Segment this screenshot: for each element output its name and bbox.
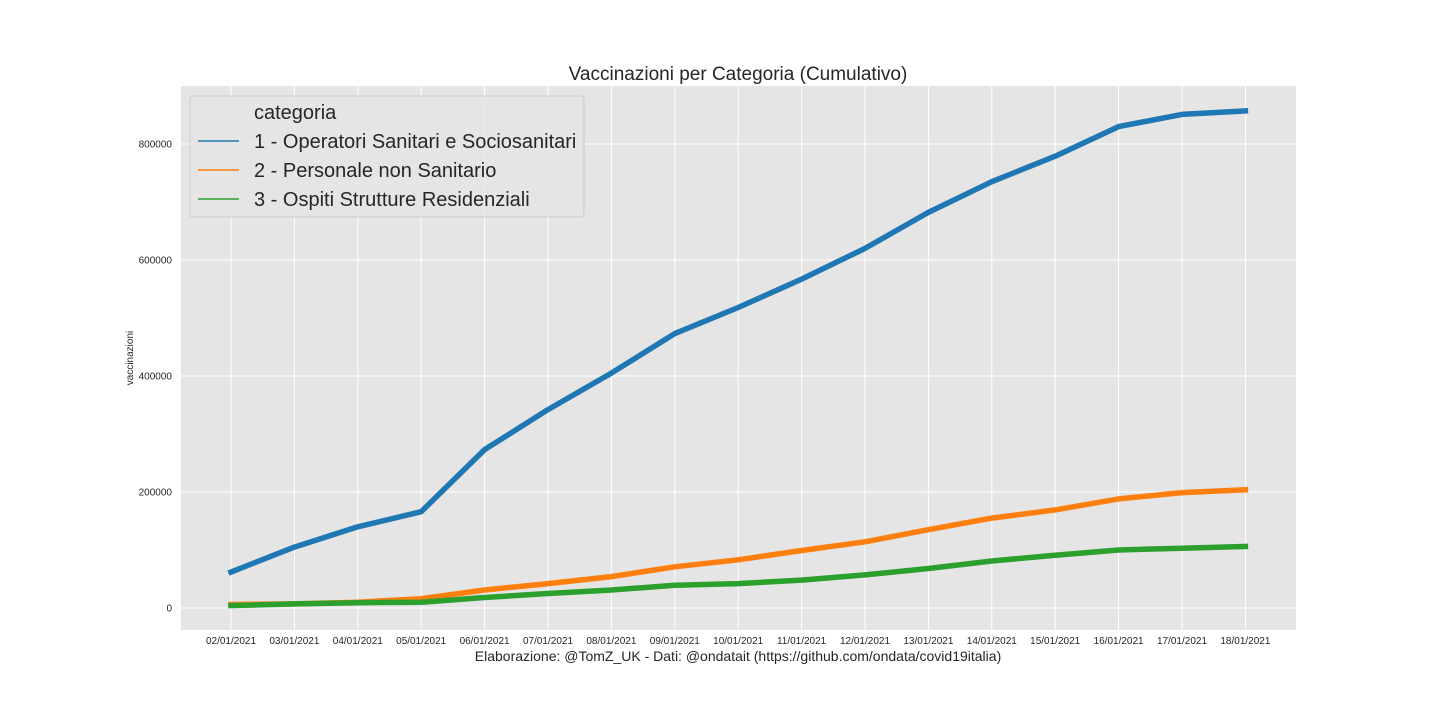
y-tick-label: 600000: [139, 255, 173, 266]
x-tick-label: 08/01/2021: [586, 636, 636, 647]
x-tick-label: 07/01/2021: [523, 636, 573, 647]
legend-title: categoria: [254, 102, 337, 124]
y-tick-label: 800000: [139, 139, 173, 150]
y-tick-labels: 0 200000 400000 600000 800000: [139, 139, 173, 614]
x-tick-label: 06/01/2021: [460, 636, 510, 647]
series-line-1: [227, 108, 1249, 576]
x-tick-label: 17/01/2021: [1157, 636, 1207, 647]
legend-box: [189, 95, 585, 218]
x-tick-label: 13/01/2021: [903, 636, 953, 647]
x-tick-label: 15/01/2021: [1030, 636, 1080, 647]
x-tick-label: 10/01/2021: [713, 636, 763, 647]
x-tick-label: 12/01/2021: [840, 636, 890, 647]
legend-label-1: 1 - Operatori Sanitari e Sociosanitari: [254, 131, 576, 153]
y-tick-label: 0: [166, 603, 172, 614]
x-tick-label: 03/01/2021: [269, 636, 319, 647]
x-tick-label: 14/01/2021: [967, 636, 1017, 647]
x-tick-label: 16/01/2021: [1094, 636, 1144, 647]
y-axis-label: vaccinazioni: [125, 331, 136, 385]
x-tick-label: 18/01/2021: [1220, 636, 1270, 647]
x-tick-labels: 02/01/2021 03/01/2021 04/01/2021 05/01/2021…: [206, 636, 1271, 647]
legend-label-2: 2 - Personale non Sanitario: [254, 160, 496, 182]
x-tick-label: 11/01/2021: [777, 636, 827, 647]
x-tick-label: 09/01/2021: [650, 636, 700, 647]
series-lines: [227, 108, 1249, 609]
series-line-3: [228, 543, 1249, 609]
y-tick-label: 200000: [139, 487, 173, 498]
x-tick-label: 02/01/2021: [206, 636, 256, 647]
legend-label-3: 3 - Ospiti Strutture Residenziali: [254, 189, 530, 211]
x-tick-label: 05/01/2021: [396, 636, 446, 647]
x-tick-label: 04/01/2021: [333, 636, 383, 647]
y-tick-label: 400000: [139, 371, 173, 382]
chart-title: Vaccinazioni per Categoria (Cumulativo): [569, 64, 908, 85]
x-axis-label: Elaborazione: @TomZ_UK - Dati: @ondatait…: [475, 648, 1001, 664]
legend: categoria 1 - Operatori Sanitari e Socio…: [189, 95, 585, 218]
